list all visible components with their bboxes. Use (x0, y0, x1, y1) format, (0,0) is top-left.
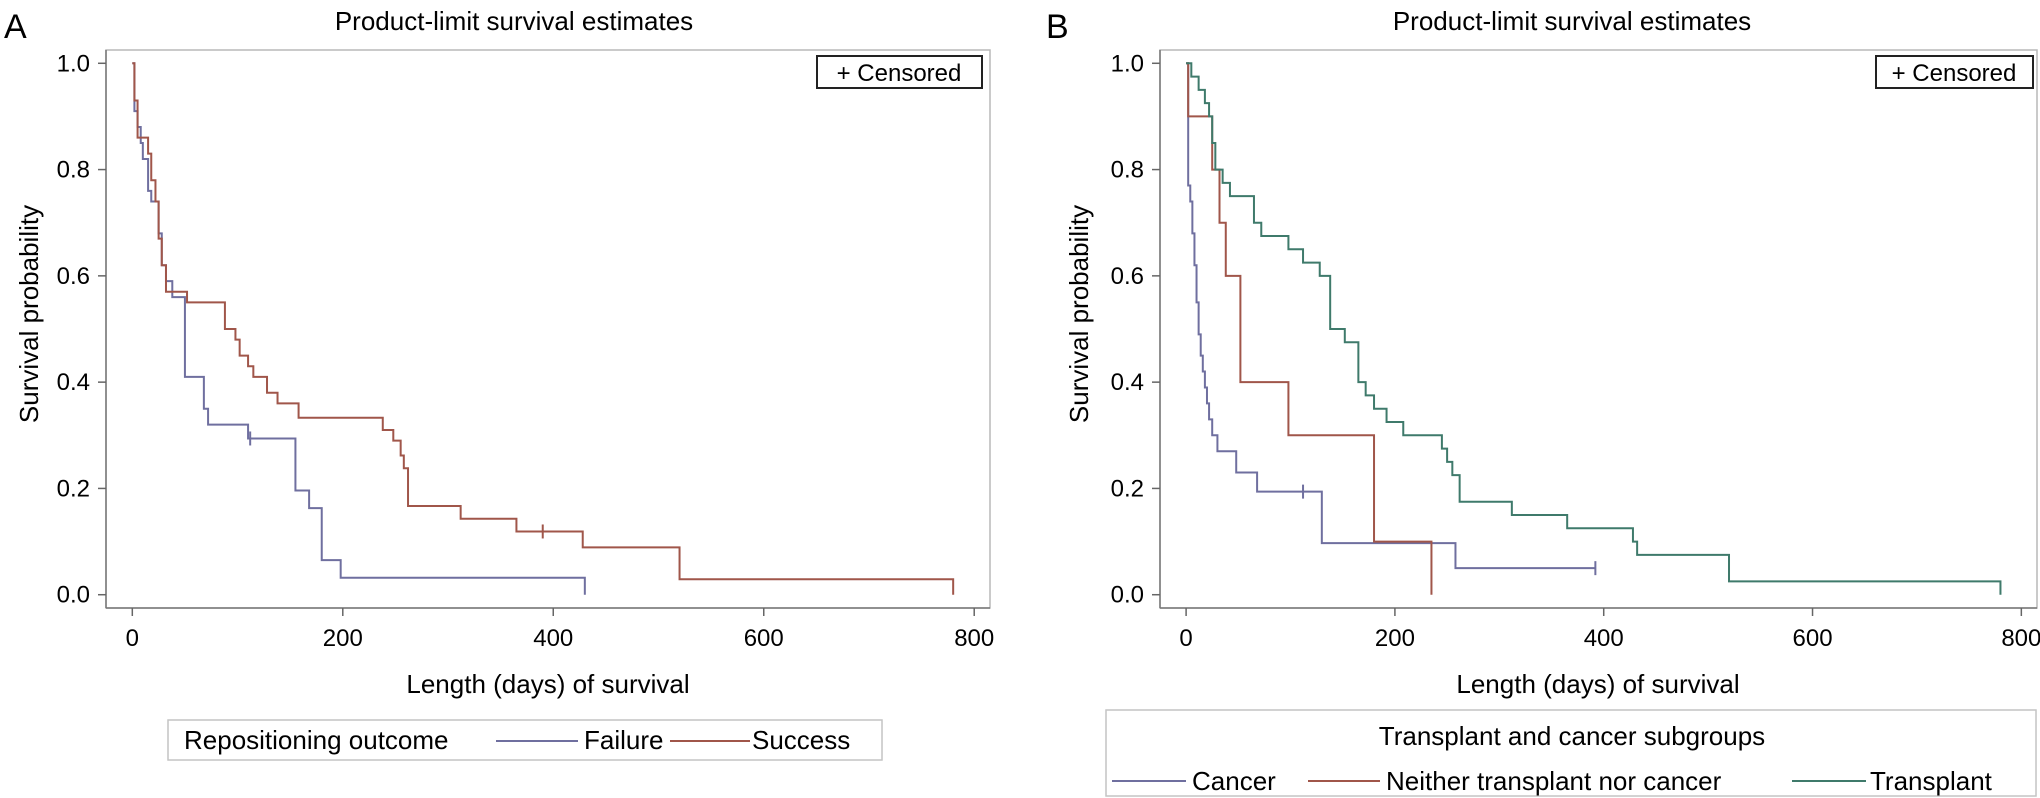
panel-a-plot-frame (105, 49, 991, 609)
panel-b-censored-label: + Censored (1892, 60, 2017, 87)
panel-b-y-tick-label: 0.4 (1111, 369, 1144, 396)
legend-label-neither: Neither transplant nor cancer (1386, 766, 1722, 796)
panel-a-x-tick-label: 800 (954, 625, 994, 652)
legend-label-failure: Failure (584, 725, 663, 755)
legend-label-transplant: Transplant (1870, 766, 1993, 796)
panel-a-y-tick-label: 0.2 (57, 475, 90, 502)
panel-a-series (132, 62, 955, 595)
panel-b-title: Product-limit survival estimates (1393, 6, 1751, 36)
panel-b-x-ticks: 0 200 400 600 800 (1179, 608, 2040, 652)
panel-b-letter: B (1046, 8, 1069, 46)
panel-a-title: Product-limit survival estimates (335, 6, 693, 36)
panel-a-x-ticks: 0 200 400 600 800 (126, 608, 994, 652)
panel-a-y-tick-label: 0.0 (57, 582, 90, 609)
panel-b-y-ticks: 0.0 0.2 0.4 0.6 0.8 1.0 (1111, 50, 1160, 609)
panel-b-censored-box: + Censored (1875, 55, 2034, 89)
panel-b-y-tick-label: 0.0 (1111, 582, 1144, 609)
panel-b-x-tick-label: 600 (1793, 625, 1833, 652)
panel-b-legend-title: Transplant and cancer subgroups (1379, 721, 1765, 751)
panel-a-legend-title: Repositioning outcome (184, 725, 449, 755)
panel-b-y-tick-label: 0.6 (1111, 263, 1144, 290)
panel-b-x-tick-label: 200 (1375, 625, 1415, 652)
panel-a-y-tick-label: 0.6 (57, 263, 90, 290)
panel-a-y-tick-label: 1.0 (57, 50, 90, 77)
survival-curve-success (132, 62, 955, 595)
panel-a-legend: Repositioning outcome Failure Success (167, 719, 883, 761)
panel-b-y-tick-label: 0.2 (1111, 475, 1144, 502)
panel-a-censored-label: + Censored (837, 60, 962, 87)
panel-b-y-tick-label: 1.0 (1111, 50, 1144, 77)
panel-a-x-tick-label: 200 (323, 625, 363, 652)
panel-a-letter: A (4, 8, 27, 46)
survival-curve-neither-transplant-nor-cancer (1186, 62, 1433, 595)
panel-a-y-label: Survival probability (14, 205, 44, 423)
panel-a-y-tick-label: 0.4 (57, 369, 90, 396)
panel-b-y-tick-label: 0.8 (1111, 157, 1144, 184)
survival-curve-transplant (1186, 62, 2002, 595)
panel-b-y-label: Survival probability (1064, 205, 1094, 423)
panel-b: B Product-limit survival estimates 0 200 4… (1046, 6, 2040, 797)
panel-b-x-tick-label: 800 (2001, 625, 2040, 652)
panel-a-censored-box: + Censored (816, 55, 983, 89)
panel-a-x-label: Length (days) of survival (406, 669, 689, 699)
panel-b-plot-frame (1159, 49, 2038, 609)
panel-b-x-tick-label: 400 (1584, 625, 1624, 652)
legend-label-cancer: Cancer (1192, 766, 1276, 796)
panel-a-x-tick-label: 0 (126, 625, 139, 652)
panel-b-x-tick-label: 0 (1179, 625, 1192, 652)
panel-a-y-tick-label: 0.8 (57, 157, 90, 184)
panel-a-x-tick-label: 400 (533, 625, 573, 652)
survival-curve-cancer (1186, 62, 1596, 570)
panel-b-series (1186, 62, 2002, 595)
panel-a-x-tick-label: 600 (744, 625, 784, 652)
legend-label-success: Success (752, 725, 850, 755)
panel-b-x-label: Length (days) of survival (1456, 669, 1739, 699)
survival-curve-failure (132, 62, 586, 595)
panel-a-y-ticks: 0.0 0.2 0.4 0.6 0.8 1.0 (57, 50, 106, 609)
panel-b-legend: Transplant and cancer subgroups Cancer N… (1105, 709, 2037, 797)
panel-a: A Product-limit survival estimates 0 200 4… (4, 6, 994, 761)
